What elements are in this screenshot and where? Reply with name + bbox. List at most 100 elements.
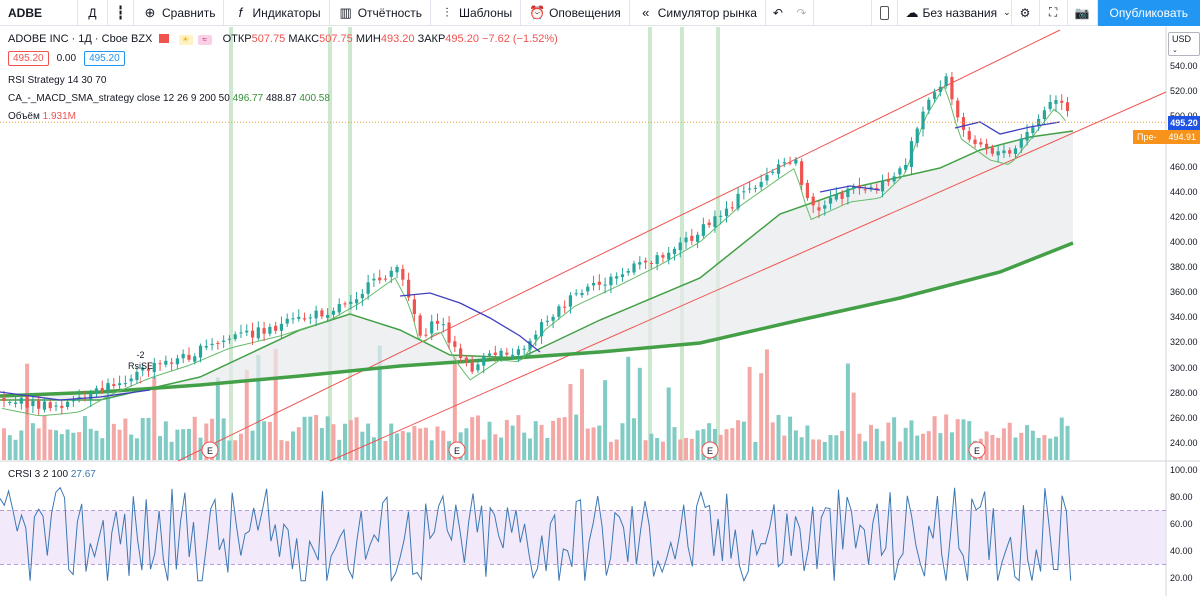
replay-button[interactable]: « Симулятор рынка	[630, 0, 766, 26]
candle-body	[77, 397, 81, 399]
crsi-line	[0, 486, 1072, 583]
candle-body	[938, 86, 942, 92]
candle-body	[753, 187, 757, 189]
volume-bar	[684, 437, 689, 460]
candle-body	[112, 384, 116, 387]
candle-body	[256, 327, 260, 339]
volume-bar	[655, 437, 660, 460]
candle-body	[979, 142, 983, 145]
symbol-search-button[interactable]: ADBE	[0, 0, 78, 26]
candle-body	[921, 111, 925, 130]
candle-body	[661, 255, 665, 258]
candle-body	[2, 397, 6, 402]
volume-bar	[337, 439, 342, 460]
candle-body	[141, 367, 145, 371]
candle-body	[233, 334, 237, 340]
candle-body	[441, 324, 445, 326]
sell-price-box[interactable]: 495.20	[8, 51, 49, 66]
candle-body	[123, 383, 127, 385]
undo-button[interactable]: ↶	[766, 0, 790, 26]
volume-bar	[718, 434, 723, 460]
volume-bar	[944, 414, 949, 460]
redo-button[interactable]: ↷	[790, 0, 814, 26]
price-tick: 280.00	[1170, 387, 1198, 398]
volume-bar	[435, 426, 440, 460]
settings-button[interactable]: ⚙	[1012, 0, 1040, 26]
fullscreen-button[interactable]: ⛶	[1040, 0, 1068, 26]
candle-body	[932, 92, 937, 99]
candle-body	[828, 197, 833, 204]
strategy-signal[interactable]: -2 RsiSE ↓	[128, 350, 153, 385]
ma-fill-area	[0, 131, 1073, 400]
candle-body	[505, 352, 509, 355]
candle-body	[1060, 100, 1064, 103]
financials-button[interactable]: ▥ Отчётность	[330, 0, 431, 26]
volume-bar	[2, 428, 6, 460]
candle-body	[961, 117, 966, 130]
volume-bar	[689, 438, 694, 460]
candle-body	[42, 401, 47, 410]
crsi-label: CRSI 3 2 100	[8, 469, 69, 480]
fullscreen-icon: ⛶	[1048, 5, 1058, 19]
candle-body	[886, 180, 890, 182]
price-tick: 340.00	[1170, 312, 1198, 323]
currency-button[interactable]: USD ⌄	[1168, 32, 1200, 56]
candle-body	[54, 405, 58, 407]
publish-button[interactable]: Опубликовать	[1097, 0, 1200, 26]
gear-icon: ⚙	[1019, 5, 1031, 20]
candle-body	[771, 171, 775, 173]
macd-strategy-legend[interactable]: CA_-_MACD_SMA_strategy close 12 26 9 200…	[8, 93, 330, 104]
templates-button[interactable]: ⫶ Шаблоны	[431, 0, 522, 26]
volume-bar	[146, 417, 151, 460]
volume-bar	[678, 439, 683, 460]
layout-square-icon	[879, 5, 889, 20]
volume-bar	[1053, 436, 1058, 460]
compare-button[interactable]: ⊕ Сравнить	[134, 0, 225, 26]
candle-body	[170, 362, 174, 364]
volume-bar	[863, 441, 868, 460]
volume-bar	[643, 440, 648, 460]
premarket-label: Пре-	[1137, 132, 1157, 142]
price-tick: 300.00	[1170, 362, 1198, 373]
crsi-value: 27.67	[70, 469, 96, 480]
toolbar-spacer	[814, 0, 872, 26]
redo-icon: ↷	[796, 5, 807, 20]
close-value: 495.20	[445, 33, 479, 45]
candle-body	[343, 303, 347, 305]
volume-bar	[475, 415, 480, 460]
volume-bar	[129, 434, 134, 460]
volume-legend[interactable]: Объём 1.931M	[8, 111, 76, 122]
candle-body	[274, 325, 278, 331]
multi-layout-button[interactable]	[872, 0, 898, 26]
volume-bar	[198, 437, 203, 460]
volume-bar	[1065, 425, 1070, 460]
candle-body	[626, 270, 630, 273]
crsi-legend[interactable]: CRSI 3 2 100 27.67	[8, 469, 96, 480]
volume-bar	[949, 432, 954, 460]
volume-bar	[100, 438, 105, 460]
candle-body	[401, 268, 405, 280]
volume-bar	[371, 437, 376, 460]
rsi-strategy-legend[interactable]: RSI Strategy 14 30 70	[8, 75, 106, 86]
candle-body	[175, 358, 179, 365]
candle-body	[800, 161, 804, 185]
candle-body	[25, 396, 29, 408]
snapshot-button[interactable]: 📷	[1068, 0, 1098, 26]
volume-bar	[499, 437, 504, 460]
volume-bar	[291, 431, 295, 460]
candle-body	[447, 322, 451, 343]
volume-bar	[730, 428, 735, 460]
candle-body	[811, 196, 815, 206]
interval-button[interactable]: Д	[78, 0, 108, 26]
candle-body	[198, 345, 203, 358]
volume-bar	[169, 441, 174, 460]
layout-name-button[interactable]: ☁ Без названия ⌄	[898, 0, 1012, 26]
volume-bar	[660, 441, 665, 460]
chevron-down-icon: ⌄	[1172, 47, 1178, 54]
candle-body	[227, 338, 232, 340]
indicators-button[interactable]: f Индикаторы	[224, 0, 330, 26]
alerts-button[interactable]: ⏰ Оповещения	[521, 0, 630, 26]
chart-type-button[interactable]: ┇	[108, 0, 134, 26]
buy-price-box[interactable]: 495.20	[84, 51, 125, 66]
